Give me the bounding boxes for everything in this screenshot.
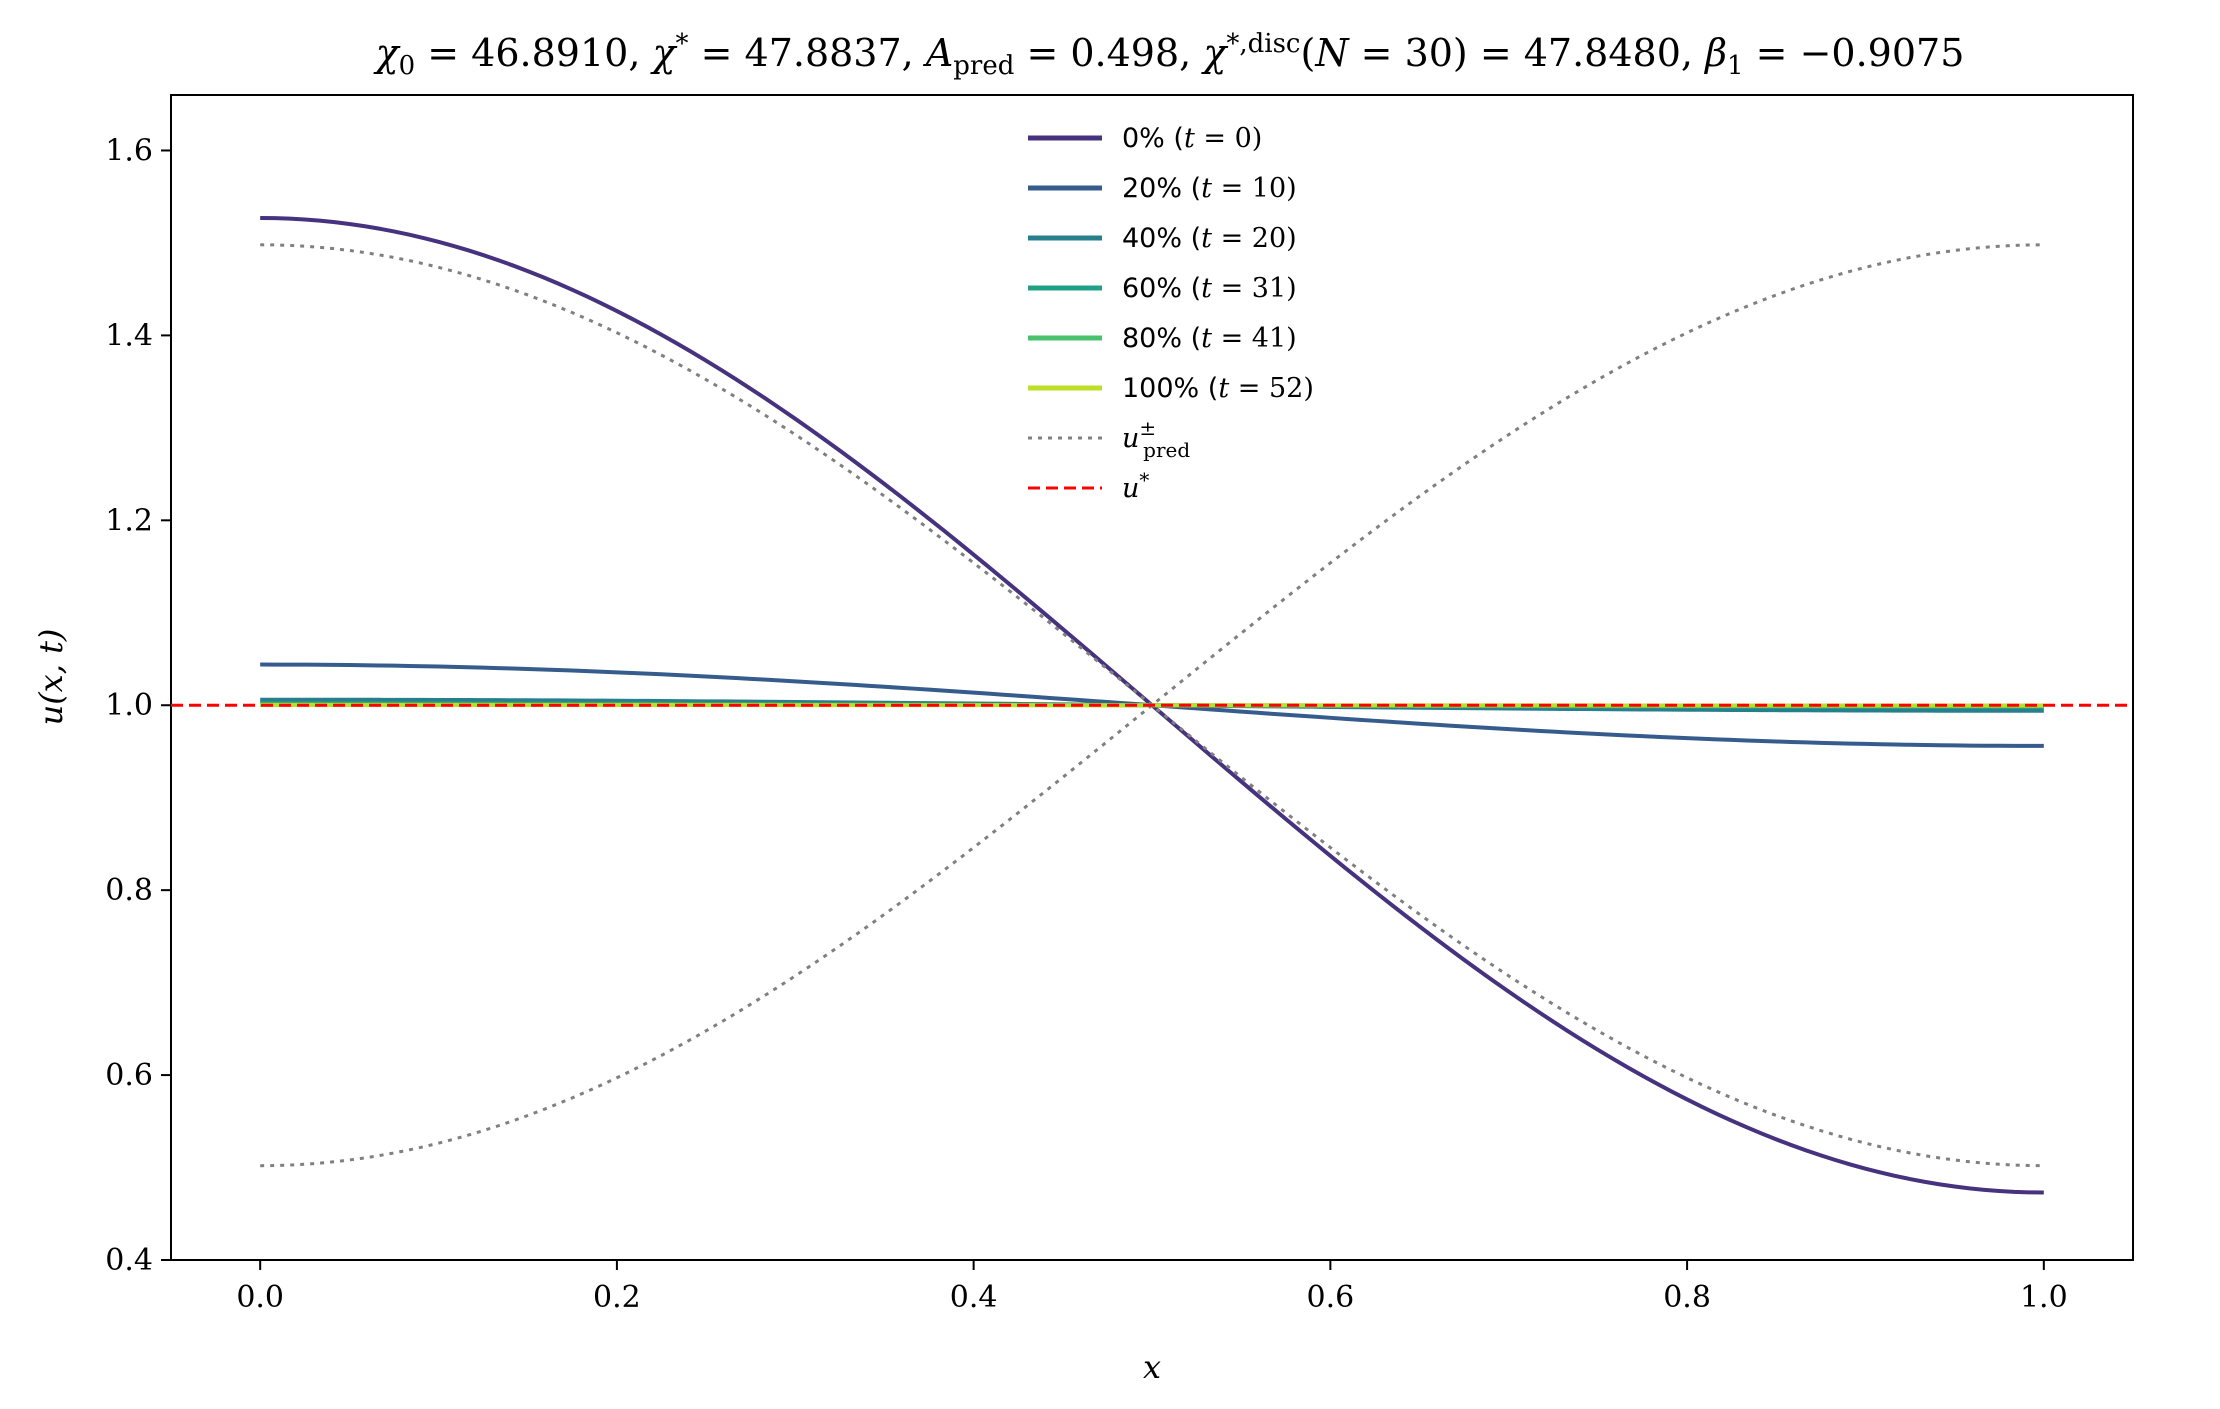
- x-tick-label-4: 0.8: [1663, 1280, 1711, 1315]
- legend-label-7: u*: [1122, 468, 1149, 504]
- legend-label-5: 100% (t = 52): [1122, 373, 1314, 404]
- x-tick-label-2: 0.4: [950, 1280, 998, 1315]
- legend-label-2: 40% (t = 20): [1122, 223, 1297, 254]
- chart-title: χ0 = 46.8910, χ* = 47.8837, Apred = 0.49…: [373, 29, 1965, 81]
- y-tick-label-4: 1.2: [105, 503, 153, 538]
- x-tick-label-1: 0.2: [593, 1280, 641, 1315]
- series-layer: [171, 215, 2133, 1195]
- x-tick-label-5: 1.0: [2020, 1280, 2068, 1315]
- x-axis-label: x: [1143, 1348, 1161, 1386]
- legend-label-0: 0% (t = 0): [1122, 123, 1262, 154]
- y-tick-label-1: 0.6: [105, 1058, 153, 1093]
- x-tick-label-0: 0.0: [236, 1280, 284, 1315]
- y-tick-label-6: 1.6: [105, 133, 153, 168]
- y-tick-label-2: 0.8: [105, 873, 153, 908]
- legend-label-4: 80% (t = 41): [1122, 323, 1297, 354]
- series-line-7: [260, 243, 2044, 1168]
- plot-frame: [170, 94, 2134, 1261]
- y-tick-label-5: 1.4: [105, 318, 153, 353]
- y-tick-label-0: 0.4: [105, 1243, 153, 1278]
- y-tick-label-3: 1.0: [105, 688, 153, 723]
- y-axis-ticks: 0.4 0.6 0.8 1.0 1.2 1.4 1.6: [105, 133, 171, 1278]
- legend-label-1: 20% (t = 10): [1122, 173, 1297, 204]
- x-tick-label-3: 0.6: [1307, 1280, 1355, 1315]
- x-axis-ticks: 0.0 0.2 0.4 0.6 0.8 1.0: [236, 1260, 2068, 1315]
- series-line-6: [260, 243, 2044, 1168]
- legend-label-3: 60% (t = 31): [1122, 273, 1297, 304]
- legend-label-6: u± pred: [1122, 416, 1190, 462]
- y-axis-label: u(x, t): [32, 629, 70, 726]
- legend: 0% (t = 0) 20% (t = 10) 40% (t = 20) 60% (t…: [1028, 123, 1314, 504]
